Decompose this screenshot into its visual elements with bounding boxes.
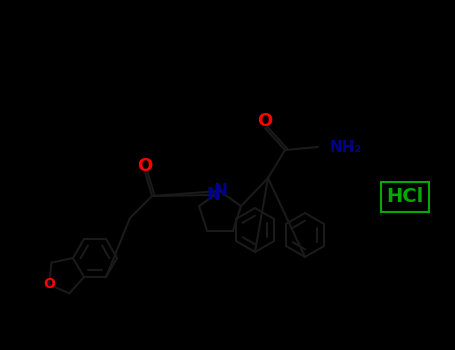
Text: HCl: HCl bbox=[386, 188, 424, 206]
Text: N: N bbox=[213, 182, 227, 200]
Text: O: O bbox=[258, 112, 273, 130]
Text: O: O bbox=[137, 157, 152, 175]
Text: O: O bbox=[43, 278, 55, 292]
Text: NH₂: NH₂ bbox=[330, 140, 362, 154]
Text: N: N bbox=[206, 186, 220, 204]
